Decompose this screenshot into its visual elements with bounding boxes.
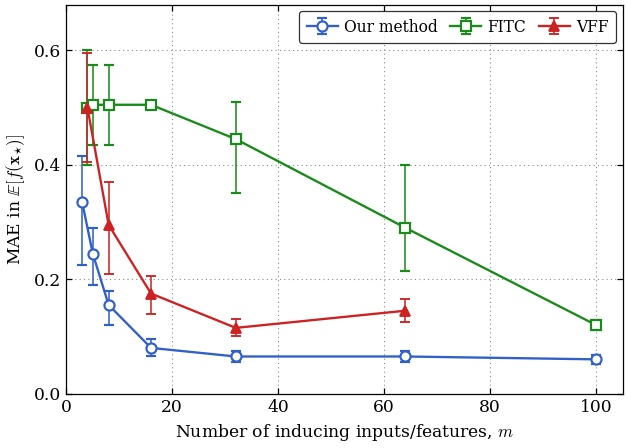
Legend: Our method, FITC, VFF: Our method, FITC, VFF	[299, 11, 616, 43]
Y-axis label: MAE in $\mathbb{E}[f(\mathbf{x}_{\star})]$: MAE in $\mathbb{E}[f(\mathbf{x}_{\star})…	[4, 134, 28, 265]
X-axis label: Number of inducing inputs/features, $m$: Number of inducing inputs/features, $m$	[175, 422, 514, 444]
